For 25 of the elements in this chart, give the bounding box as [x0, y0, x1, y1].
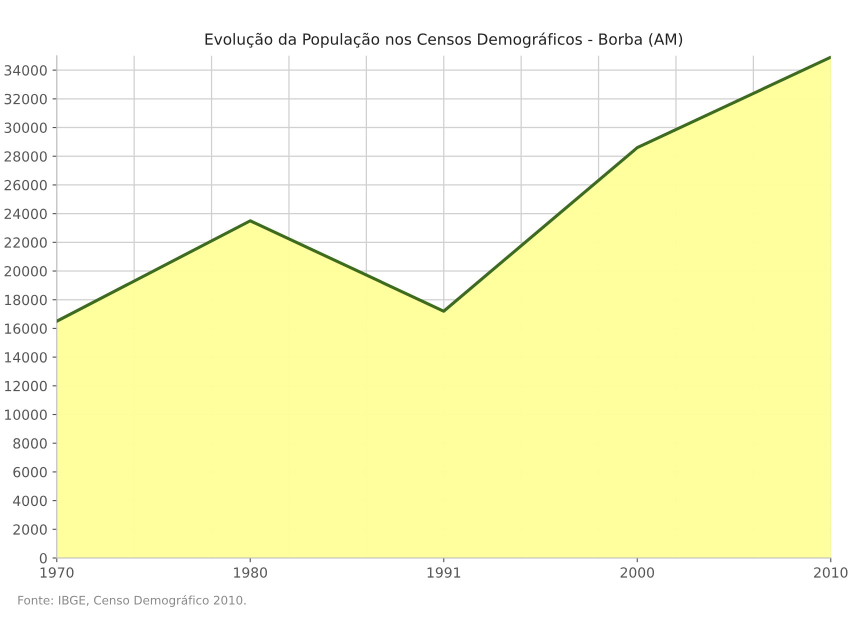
y-tick-label: 2000	[13, 524, 47, 535]
y-tick-label: 10000	[5, 409, 47, 420]
y-tick-label: 14000	[5, 352, 47, 363]
x-tick-label: 1991	[428, 567, 460, 578]
y-tick-label: 20000	[4, 266, 47, 277]
y-tick-label: 8000	[13, 438, 47, 449]
source-note: Fonte: IBGE, Censo Demográfico 2010.	[18, 595, 246, 607]
y-tick-label: 16000	[5, 323, 47, 334]
x-tick-label: 1980	[234, 567, 268, 578]
y-tick-label: 12000	[5, 380, 47, 392]
y-tick-label: 30000	[4, 122, 47, 134]
chart-title: Evolução da População nos Censos Demográficos - Borba (AM)	[206, 32, 682, 48]
y-tick-label: 22000	[4, 237, 47, 248]
x-tick-label: 2000	[620, 567, 654, 578]
y-tick-label: 34000	[4, 65, 47, 76]
y-tick-label: 32000	[4, 94, 47, 104]
y-tick-label: 26000	[4, 180, 47, 190]
y-tick-label: 6000	[13, 466, 47, 478]
y-tick-label: 18000	[5, 294, 47, 306]
y-tick-label: 24000	[4, 208, 47, 220]
x-tick-label: 1970	[40, 567, 74, 578]
x-tick-label: 2010	[814, 567, 848, 578]
y-tick-label: 0	[40, 552, 47, 564]
y-tick-label: 28000	[4, 151, 47, 162]
y-tick-label: 4000	[13, 496, 47, 506]
